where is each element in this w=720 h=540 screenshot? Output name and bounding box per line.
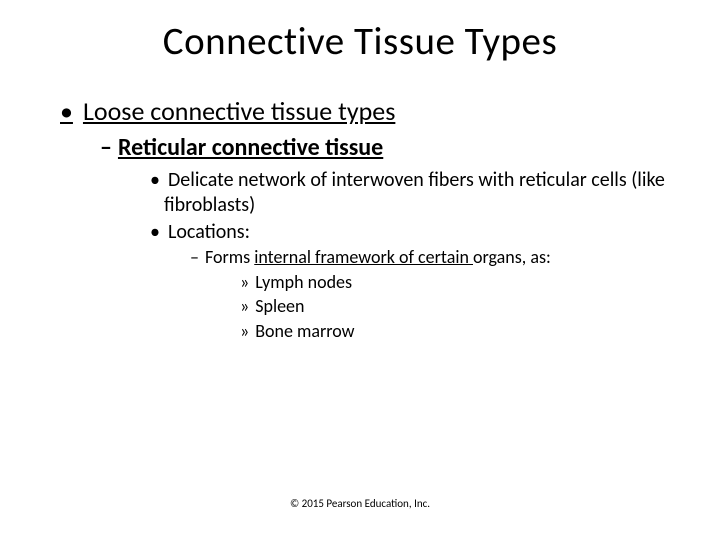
bullet-level-5: » Spleen bbox=[240, 295, 680, 318]
lvl5c-text: Bone marrow bbox=[255, 320, 354, 342]
bullet-level-3: • Locations: bbox=[150, 220, 680, 245]
bullet-level-5: » Bone marrow bbox=[240, 320, 680, 343]
bullet-level-4: –Forms internal framework of certain org… bbox=[190, 247, 680, 269]
lvl3b-text: Locations: bbox=[168, 220, 250, 244]
lvl2-text: Reticular connective tissue bbox=[118, 133, 383, 162]
lvl5a-text: Lymph nodes bbox=[255, 271, 352, 293]
lvl4-underlined: internal framework of certain bbox=[254, 246, 473, 268]
bullet-level-3: •Delicate network of interwoven fibers w… bbox=[150, 168, 680, 218]
bullet-level-5: » Lymph nodes bbox=[240, 271, 680, 294]
dash-icon: – bbox=[190, 246, 199, 268]
lvl1-text: Loose connective tissue types bbox=[83, 95, 395, 127]
bullet-level-2: –Reticular connective tissue bbox=[100, 133, 680, 162]
lvl5b-text: Spleen bbox=[255, 295, 304, 317]
lvl4-prefix: Forms bbox=[205, 246, 254, 268]
slide-content: Connective Tissue Types • Loose connectiv… bbox=[0, 0, 720, 342]
copyright-text: © 2015 Pearson Education, Inc. bbox=[0, 497, 720, 510]
lvl3a-text: Delicate network of interwoven fibers wi… bbox=[164, 168, 665, 217]
lvl4-suffix: organs, as: bbox=[473, 246, 551, 268]
dash-icon: – bbox=[100, 133, 112, 162]
bullet-dot: • bbox=[60, 95, 73, 127]
slide-title: Connective Tissue Types bbox=[40, 18, 680, 65]
bullet-level-1: • Loose connective tissue types bbox=[60, 95, 680, 127]
chevron-icon: » bbox=[240, 271, 249, 293]
bullet-dot: • bbox=[150, 220, 160, 244]
bullet-dot: • bbox=[150, 168, 160, 192]
chevron-icon: » bbox=[240, 320, 249, 342]
chevron-icon: » bbox=[240, 295, 249, 317]
